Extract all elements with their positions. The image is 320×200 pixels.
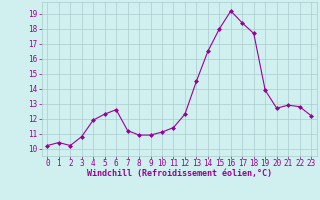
X-axis label: Windchill (Refroidissement éolien,°C): Windchill (Refroidissement éolien,°C) [87, 169, 272, 178]
